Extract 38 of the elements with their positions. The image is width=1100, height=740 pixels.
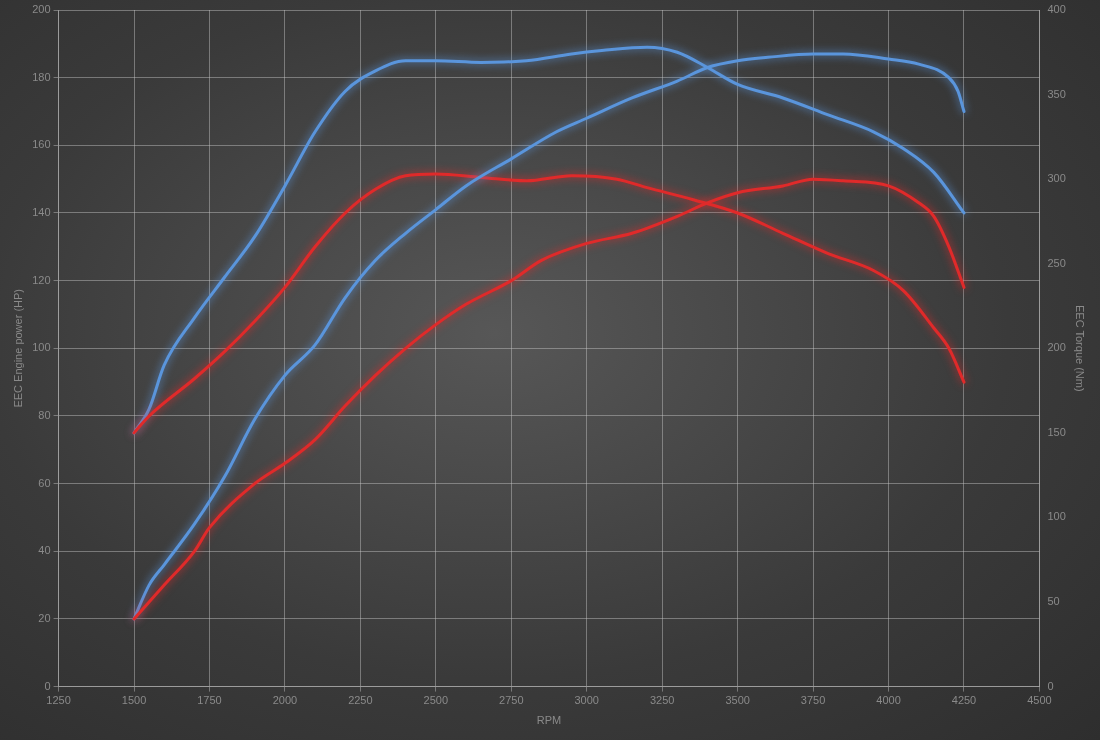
x-tick-label: 1750 [197,694,222,707]
x-tick-label: 3250 [649,694,675,707]
y2-tick-label: 250 [1047,256,1066,269]
x-tick-label: 1250 [46,694,71,707]
x-tick-label: 4250 [951,694,977,707]
y-tick-label: 160 [32,138,51,151]
line-series [132,177,966,621]
y-tick-label: 180 [32,70,51,83]
y-tick-label: 60 [38,476,51,489]
y-tick-label: 0 [44,679,51,692]
y-tick-label: 40 [38,544,51,557]
y-tick-label: 200 [32,3,51,16]
x-tick-label: 4500 [1027,694,1052,707]
x-tick-label: 2000 [272,694,298,707]
x-tick-label: 1500 [121,694,147,707]
y2-tick-label: 400 [1047,3,1066,16]
x-tick-label: 3000 [574,694,599,707]
x-tick-label: 2250 [348,694,373,707]
y2-tick-label: 200 [1047,341,1066,354]
y2-tick-label: 150 [1047,425,1066,438]
y-tick-label: 80 [38,408,51,421]
y-axis-title: EEC Engine power (HP) [11,289,24,408]
y-tick-label: 100 [32,341,51,354]
y-tick-label: 140 [32,206,51,219]
y-tick-label: 20 [38,611,51,624]
x-axis-title: RPM [536,714,562,727]
y2-tick-label: 0 [1047,679,1054,692]
x-tick-label: 3500 [725,694,750,707]
y-tick-label: 120 [32,273,51,286]
y2-tick-label: 300 [1047,172,1066,185]
y2-axis-title: EEC Torque (Nm) [1074,305,1087,392]
y2-tick-label: 100 [1047,510,1066,523]
x-tick-label: 3750 [800,694,826,707]
y2-tick-label: 50 [1047,595,1060,608]
x-tick-label: 4000 [876,694,901,707]
x-tick-label: 2750 [499,694,524,707]
y2-tick-label: 350 [1047,87,1066,100]
x-tick-label: 2500 [423,694,449,707]
